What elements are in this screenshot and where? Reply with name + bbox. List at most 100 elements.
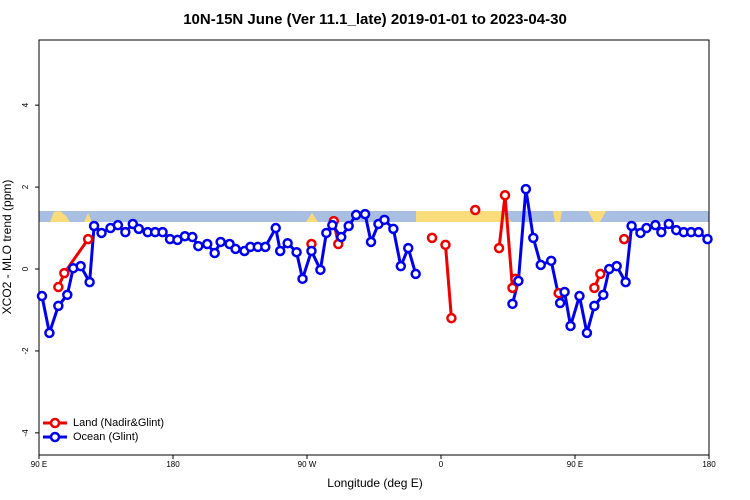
data-point <box>350 209 362 221</box>
data-point <box>209 247 220 259</box>
data-point <box>75 260 86 272</box>
data-point <box>663 218 675 230</box>
data-point <box>359 208 371 220</box>
data-point <box>402 242 414 254</box>
data-point <box>297 273 308 285</box>
data-point <box>321 227 332 239</box>
data-point <box>702 233 713 245</box>
data-point <box>82 233 94 245</box>
data-point <box>193 240 204 252</box>
data-point <box>574 290 585 302</box>
data-point <box>201 238 213 250</box>
data-point <box>656 226 667 238</box>
data-point <box>335 231 347 243</box>
data-point <box>589 300 600 312</box>
x-tick-label: 0 <box>439 460 444 469</box>
data-point <box>282 237 293 249</box>
data-point <box>693 226 704 238</box>
data-point <box>365 236 377 248</box>
y-tick-label: 4 <box>21 102 30 107</box>
data-point <box>499 190 511 201</box>
data-point <box>315 264 326 276</box>
data-point <box>641 222 652 234</box>
data-point <box>270 222 281 234</box>
data-point <box>379 214 390 226</box>
data-point <box>274 245 286 257</box>
legend-marker <box>49 431 61 443</box>
data-point <box>388 223 399 235</box>
data-point <box>327 219 338 231</box>
data-point <box>36 290 48 302</box>
land-patch <box>416 211 512 222</box>
data-point <box>493 242 505 254</box>
data-point <box>88 220 100 232</box>
data-point <box>598 289 609 301</box>
data-point <box>120 226 131 238</box>
data-point <box>545 255 557 267</box>
data-point <box>187 231 198 243</box>
legend-marker <box>49 417 61 429</box>
data-point <box>343 220 354 232</box>
land-patch <box>306 213 318 222</box>
data-point <box>620 276 631 288</box>
y-tick-label: 2 <box>21 184 30 189</box>
data-point <box>157 226 168 238</box>
data-point <box>446 312 457 324</box>
data-point <box>230 243 241 255</box>
legend: Land (Nadir&Glint) Ocean (Glint) <box>43 417 164 443</box>
data-point <box>565 320 576 332</box>
data-point <box>53 300 64 312</box>
data-point <box>611 260 622 272</box>
ocean-band <box>39 211 709 222</box>
data-point <box>62 289 73 301</box>
data-point <box>528 232 539 244</box>
data-point <box>535 259 547 271</box>
data-point <box>306 245 317 257</box>
legend-label: Ocean (Glint) <box>73 431 138 443</box>
data-point <box>507 298 518 310</box>
data-point <box>260 241 271 253</box>
y-tick-label: -4 <box>21 429 30 437</box>
legend-label: Land (Nadir&Glint) <box>73 417 164 429</box>
data-point <box>133 223 145 235</box>
data-point <box>59 267 70 279</box>
data-point <box>426 232 438 244</box>
x-tick-label: 90 E <box>31 460 47 469</box>
data-point <box>440 239 451 251</box>
y-tick-label: 0 <box>21 266 30 271</box>
x-tick-label: 90 E <box>567 460 583 469</box>
data-point <box>44 327 55 339</box>
x-axis-label: Longitude (deg E) <box>327 476 422 490</box>
data-point <box>554 297 566 309</box>
data-point <box>469 204 481 216</box>
x-tick-label: 90 W <box>298 460 317 469</box>
data-point <box>96 227 107 239</box>
plot-frame <box>38 39 710 456</box>
data-point <box>215 236 226 248</box>
data-point <box>112 219 124 231</box>
data-point <box>395 260 407 272</box>
land-patch <box>553 211 562 222</box>
data-point <box>618 233 630 245</box>
data-point <box>53 281 64 293</box>
x-tick-label: 180 <box>166 460 180 469</box>
data-point <box>589 282 600 294</box>
chart-title: 10N-15N June (Ver 11.1_late) 2019-01-01 … <box>183 11 567 28</box>
data-point <box>513 275 524 287</box>
data-point <box>626 220 637 232</box>
land-patch <box>588 211 606 222</box>
land-patch <box>84 213 92 222</box>
data-point <box>84 276 95 288</box>
land-patch <box>50 211 70 222</box>
data-point <box>595 268 606 280</box>
x-tick-label: 180 <box>702 460 716 469</box>
y-axis-label: XCO2 - MLO trend (ppm) <box>0 180 14 315</box>
data-point <box>520 183 532 195</box>
data-point <box>291 246 302 258</box>
data-point <box>650 219 661 231</box>
y-tick-label: -2 <box>21 347 30 355</box>
land-ocean-strip <box>39 211 709 222</box>
data-point <box>410 268 421 280</box>
